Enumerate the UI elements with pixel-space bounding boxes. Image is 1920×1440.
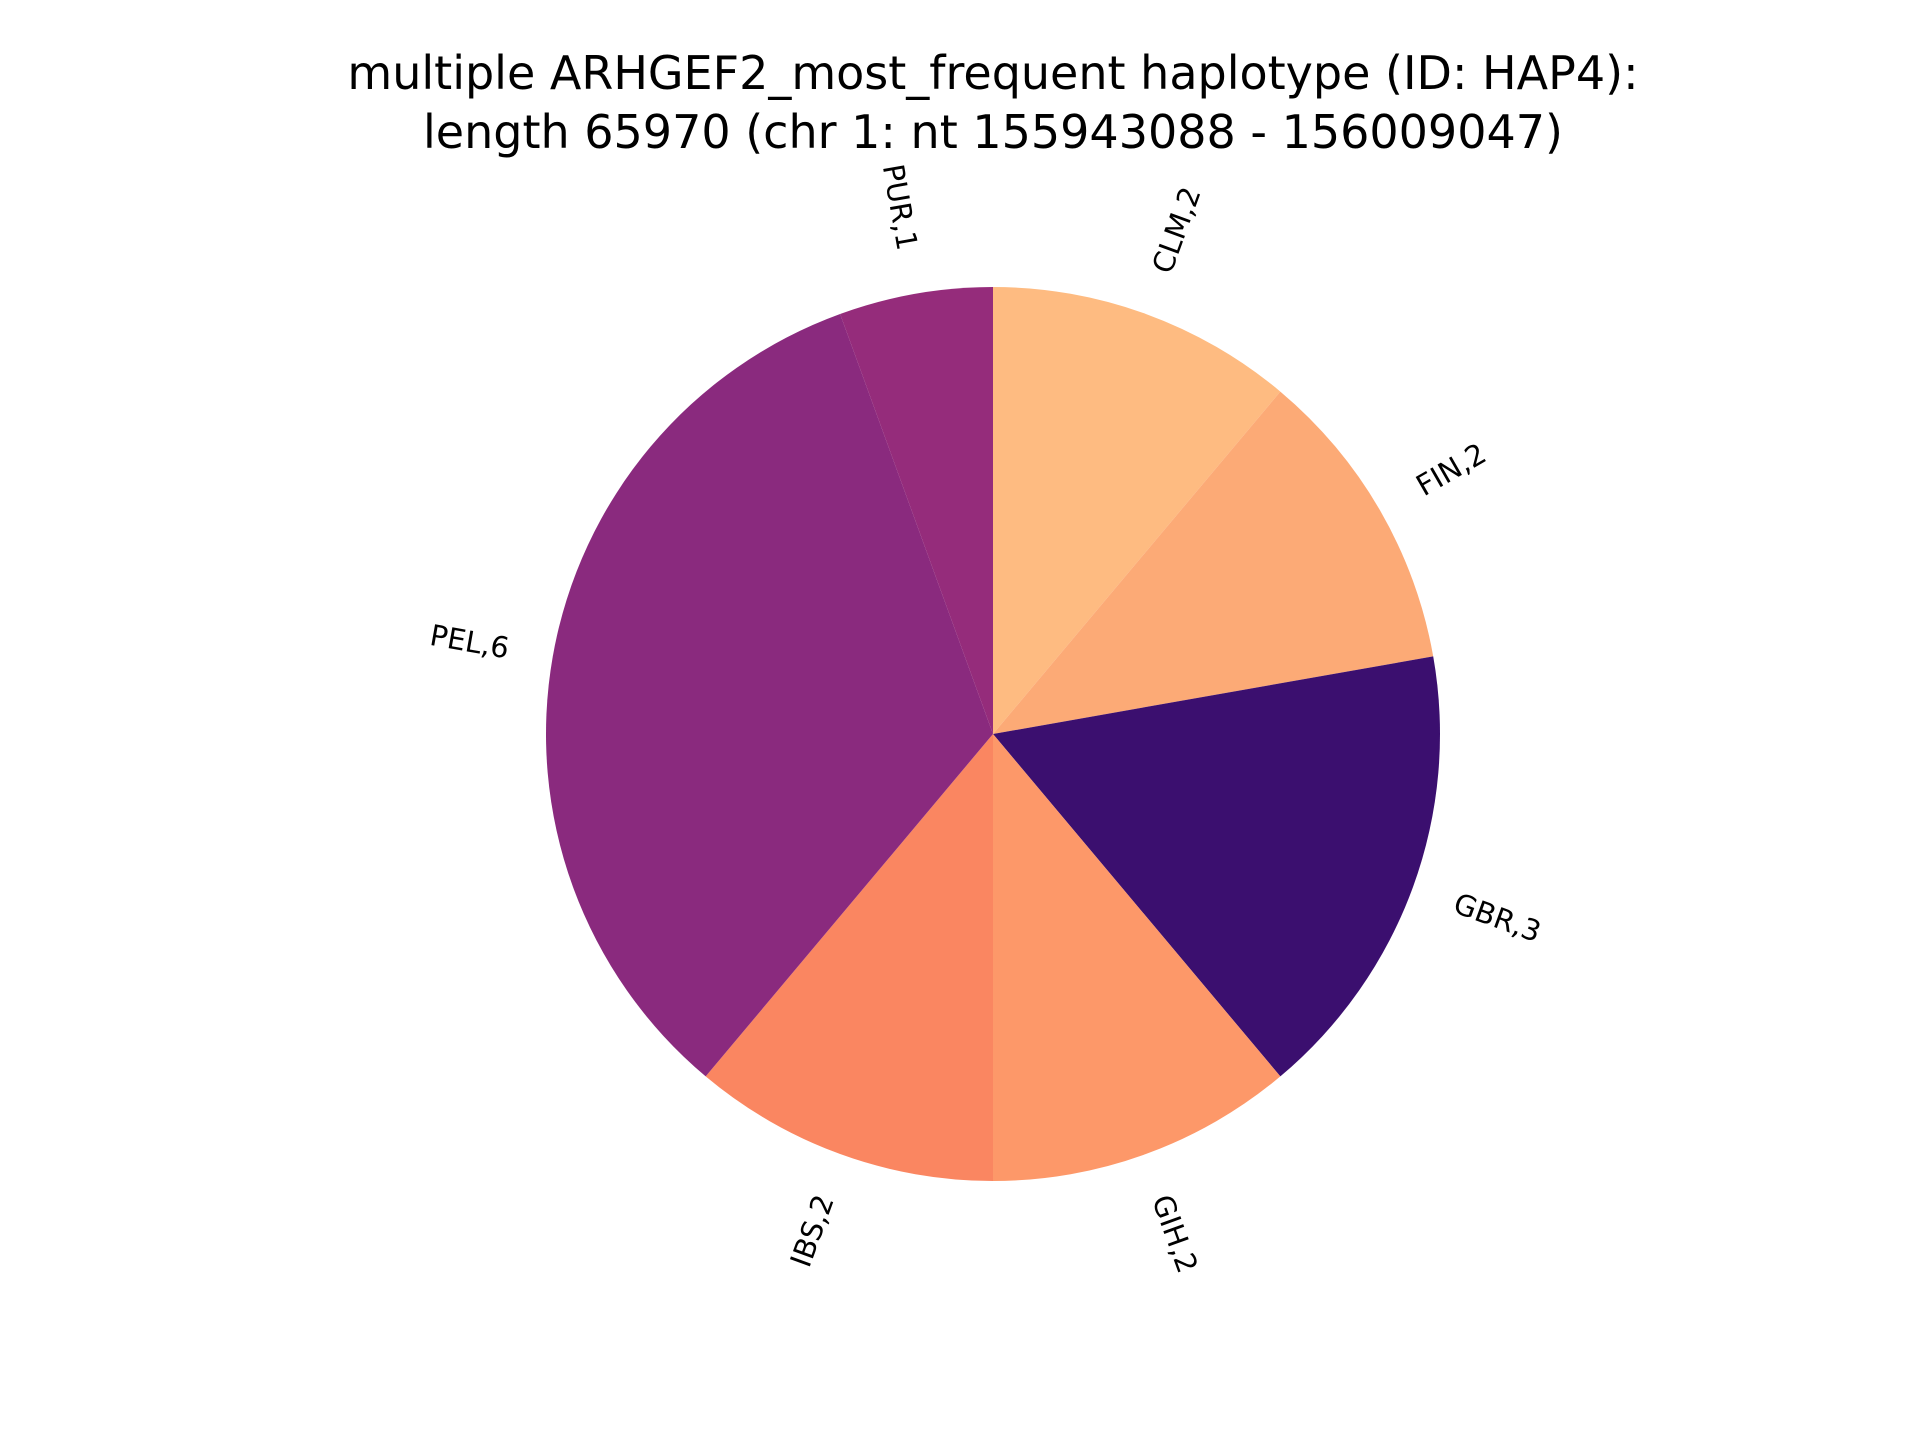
pie-slice-pel	[545, 313, 993, 1077]
chart-title-line-2: length 65970 (chr 1: nt 155943088 - 1560…	[423, 105, 1563, 159]
chart-title-line-1: multiple ARHGEF2_most_frequent haplotype…	[347, 46, 1638, 100]
pie-label-ibs: IBS,2	[784, 1190, 841, 1271]
pie-slices	[545, 287, 1441, 1181]
pie-slice-gih	[993, 734, 1281, 1181]
pie-slice-clm	[993, 287, 1281, 734]
pie-label-pel: PEL,6	[427, 618, 511, 665]
pie-slice-fin	[993, 391, 1434, 734]
pie-label-gbr: GBR,3	[1449, 886, 1545, 949]
pie-label-clm: CLM,2	[1145, 182, 1207, 277]
pie-label-fin: FIN,2	[1410, 436, 1492, 503]
pie-slice-ibs	[705, 734, 993, 1181]
pie-slice-gbr	[993, 656, 1441, 1077]
pie-slice-pur	[840, 287, 993, 734]
pie-label-gih: GIH,2	[1145, 1190, 1204, 1277]
pie-label-pur: PUR,1	[876, 162, 925, 253]
